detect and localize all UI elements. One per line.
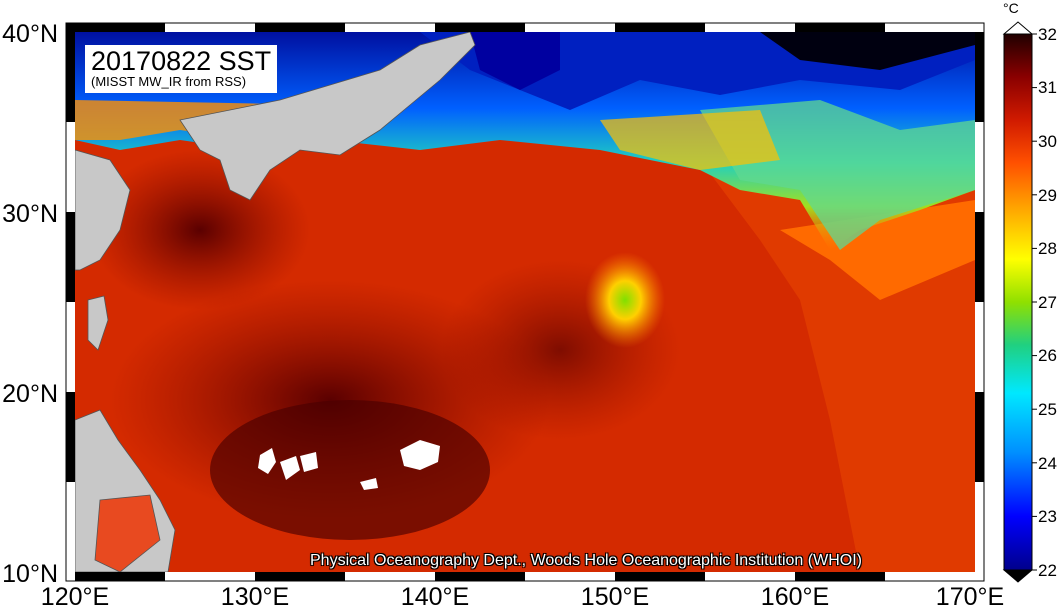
colorbar-tick: 29 [1038,186,1057,205]
colorbar-tick: 23 [1038,507,1057,526]
lon-label-120: 120°E [40,583,110,611]
credit-text: Physical Oceanography Dept., Woods Hole … [310,552,862,569]
colorbar-tick: 28 [1038,239,1057,258]
colorbar [1002,21,1037,583]
lat-label-40: 40°N [2,20,58,48]
colorbar-tick: 32 [1038,25,1057,44]
lat-label-10: 10°N [2,560,58,588]
lat-label-20: 20°N [2,380,58,408]
colorbar-tick: 22 [1038,561,1057,580]
lon-label-170: 170°E [935,583,1005,611]
lon-label-140: 140°E [400,583,470,611]
lon-label-160: 160°E [760,583,830,611]
colorbar-tick: 25 [1038,400,1057,419]
colorbar-unit: °C [1003,0,1019,16]
map-subtitle: (MISST MW_IR from RSS) [91,74,247,90]
lon-label-150: 150°E [580,583,650,611]
lon-label-130: 130°E [220,583,290,611]
colorbar-tick: 26 [1038,346,1057,365]
title-box: 20170822 SST (MISST MW_IR from RSS) [85,45,278,93]
lat-label-30: 30°N [2,200,58,228]
map-title: 20170822 SST [91,46,272,76]
colorbar-tick: 27 [1038,293,1057,312]
colorbar-tick: 24 [1038,454,1057,473]
sst-field [75,32,975,572]
colorbar-tick: 31 [1038,78,1057,97]
colorbar-tick: 30 [1038,132,1057,151]
